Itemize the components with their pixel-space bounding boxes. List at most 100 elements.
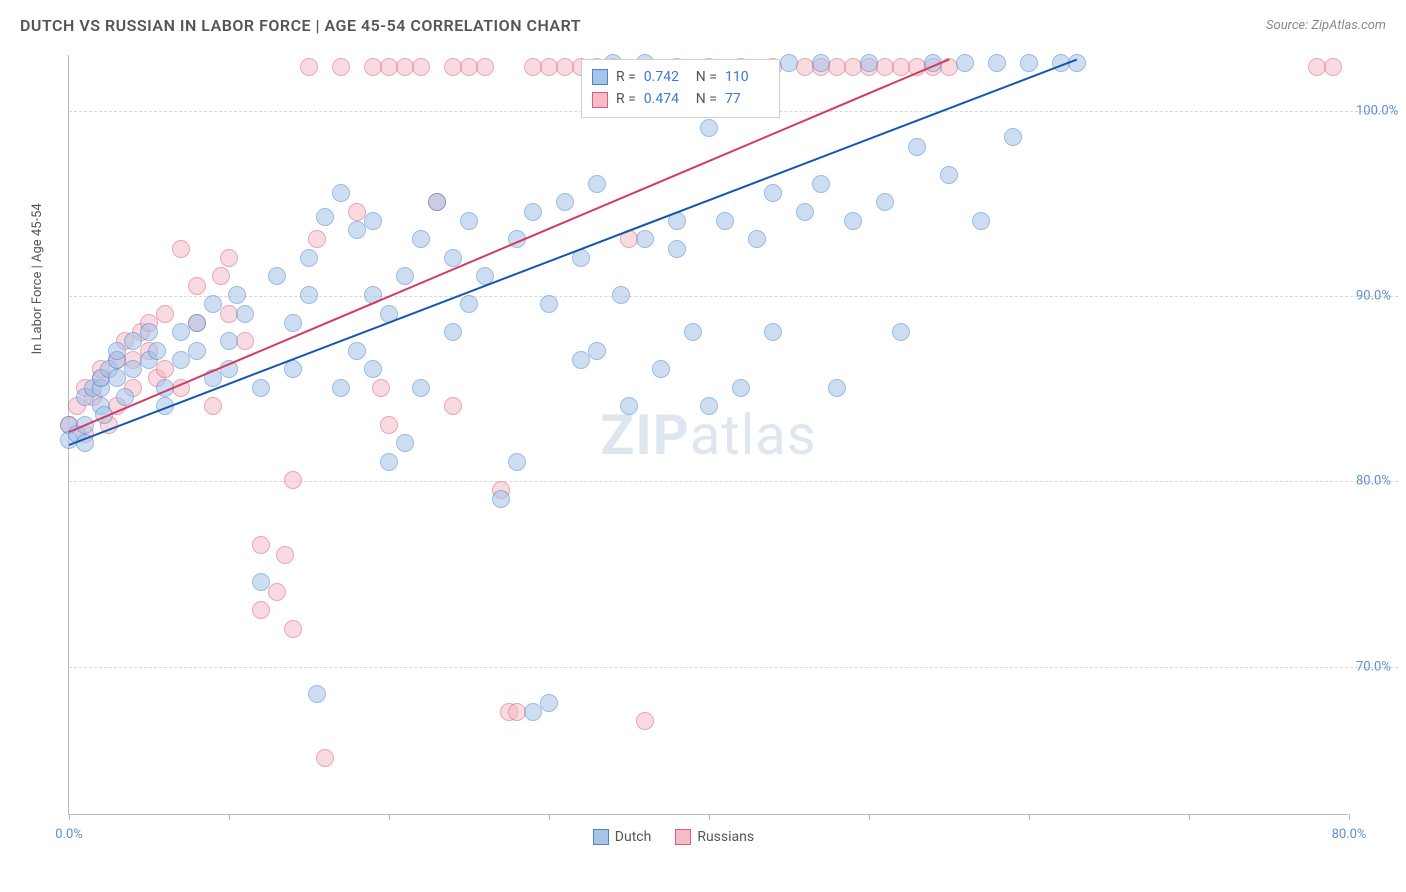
xtick (1189, 814, 1190, 820)
trend-line-dutch (69, 59, 1078, 446)
scatter-point-dutch (540, 295, 558, 313)
scatter-point-russians (1324, 58, 1342, 76)
scatter-point-dutch (684, 323, 702, 341)
scatter-point-dutch (188, 342, 206, 360)
scatter-point-dutch (308, 685, 326, 703)
scatter-point-dutch (444, 249, 462, 267)
scatter-point-dutch (972, 212, 990, 230)
scatter-point-russians (332, 58, 350, 76)
scatter-point-dutch (668, 240, 686, 258)
scatter-point-dutch (508, 453, 526, 471)
scatter-point-dutch (732, 379, 750, 397)
scatter-point-dutch (636, 230, 654, 248)
legend-label-russians: Russians (697, 829, 754, 845)
scatter-point-dutch (620, 397, 638, 415)
scatter-point-russians (276, 546, 294, 564)
scatter-point-dutch (204, 295, 222, 313)
scatter-point-dutch (348, 221, 366, 239)
xtick (229, 814, 230, 820)
scatter-point-russians (156, 305, 174, 323)
scatter-point-dutch (364, 360, 382, 378)
scatter-point-dutch (396, 434, 414, 452)
scatter-point-dutch (716, 212, 734, 230)
scatter-point-dutch (412, 379, 430, 397)
scatter-point-dutch (764, 323, 782, 341)
scatter-point-dutch (460, 295, 478, 313)
scatter-point-dutch (364, 212, 382, 230)
scatter-point-dutch (940, 166, 958, 184)
scatter-point-dutch (108, 342, 126, 360)
legend-row-russians: R =0.474N =77 (592, 88, 769, 110)
scatter-point-dutch (148, 342, 166, 360)
scatter-point-dutch (612, 286, 630, 304)
xtick (869, 814, 870, 820)
xtick (69, 814, 70, 820)
y-axis-title: In Labor Force | Age 45-54 (30, 203, 45, 354)
scatter-point-dutch (812, 175, 830, 193)
scatter-point-russians (444, 397, 462, 415)
scatter-point-dutch (284, 360, 302, 378)
scatter-point-russians (372, 379, 390, 397)
legend-swatch-russians (592, 92, 608, 108)
legend-label-dutch: Dutch (615, 829, 652, 845)
scatter-point-dutch (1020, 54, 1038, 72)
scatter-point-russians (236, 332, 254, 350)
scatter-point-russians (220, 249, 238, 267)
scatter-point-russians (204, 397, 222, 415)
legend-item-dutch: Dutch (593, 829, 652, 845)
scatter-point-dutch (908, 138, 926, 156)
gridline-h (69, 481, 1398, 482)
scatter-point-dutch (956, 54, 974, 72)
scatter-point-dutch (316, 208, 334, 226)
ytick-label: 80.0% (1356, 474, 1406, 489)
legend-swatch-dutch (593, 829, 609, 845)
scatter-point-dutch (988, 54, 1006, 72)
scatter-point-dutch (172, 351, 190, 369)
scatter-point-russians (308, 230, 326, 248)
scatter-point-dutch (588, 175, 606, 193)
xtick (709, 814, 710, 820)
scatter-point-dutch (524, 203, 542, 221)
scatter-point-dutch (284, 314, 302, 332)
legend-swatch-dutch (592, 69, 608, 85)
scatter-point-dutch (300, 286, 318, 304)
legend-item-russians: Russians (675, 829, 754, 845)
scatter-point-dutch (460, 212, 478, 230)
scatter-point-dutch (556, 193, 574, 211)
scatter-point-dutch (780, 54, 798, 72)
source-label: Source: ZipAtlas.com (1266, 18, 1386, 33)
scatter-point-dutch (876, 193, 894, 211)
scatter-point-dutch (844, 212, 862, 230)
scatter-point-dutch (828, 379, 846, 397)
scatter-point-dutch (1004, 128, 1022, 146)
scatter-point-russians (188, 277, 206, 295)
scatter-point-russians (268, 583, 286, 601)
scatter-point-dutch (412, 230, 430, 248)
scatter-point-dutch (428, 193, 446, 211)
scatter-point-dutch (124, 332, 142, 350)
scatter-point-dutch (748, 230, 766, 248)
xtick-label: 0.0% (55, 827, 83, 842)
scatter-point-dutch (652, 360, 670, 378)
scatter-point-dutch (524, 703, 542, 721)
scatter-point-dutch (444, 323, 462, 341)
scatter-point-dutch (588, 342, 606, 360)
scatter-point-dutch (812, 54, 830, 72)
ytick-label: 70.0% (1356, 659, 1406, 674)
scatter-point-dutch (252, 379, 270, 397)
scatter-point-dutch (492, 490, 510, 508)
scatter-point-dutch (700, 397, 718, 415)
scatter-point-dutch (540, 694, 558, 712)
scatter-point-dutch (892, 323, 910, 341)
xtick (1029, 814, 1030, 820)
scatter-point-dutch (380, 453, 398, 471)
scatter-point-dutch (332, 379, 350, 397)
scatter-point-dutch (108, 369, 126, 387)
scatter-point-dutch (124, 360, 142, 378)
legend-row-dutch: R =0.742N =110 (592, 66, 769, 88)
scatter-point-dutch (172, 323, 190, 341)
scatter-point-dutch (300, 249, 318, 267)
scatter-point-dutch (236, 305, 254, 323)
xtick (549, 814, 550, 820)
xtick (389, 814, 390, 820)
